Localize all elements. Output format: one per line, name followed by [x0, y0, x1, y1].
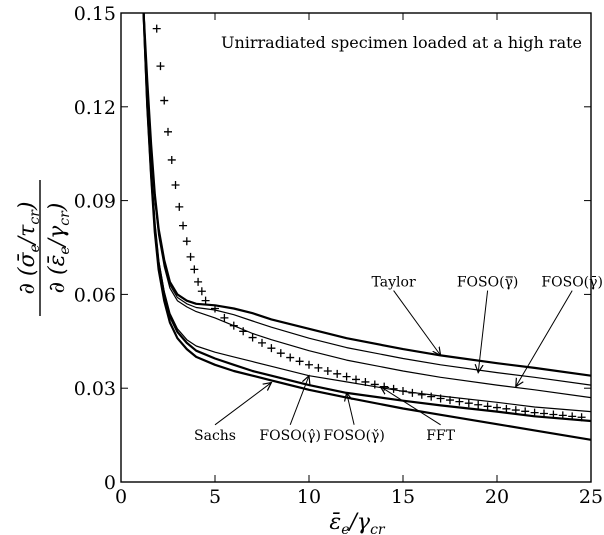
fft-marker: [194, 277, 203, 286]
fft-marker: [239, 327, 248, 336]
fft-marker: [342, 372, 351, 381]
annotation-arrow: [289, 376, 309, 425]
fft-marker: [577, 413, 586, 422]
annotation-label: FOSO(γ̌): [323, 428, 385, 444]
fft-marker: [220, 313, 229, 322]
fft-marker: [286, 353, 295, 362]
fft-marker: [427, 392, 436, 401]
series-line-foso: [142, 12, 592, 423]
annotation-arrow: [516, 290, 573, 387]
series-line-foso: [143, 12, 592, 386]
fft-marker: [408, 388, 417, 397]
fft-marker: [186, 252, 195, 261]
fft-marker: [389, 384, 398, 393]
fft-marker: [549, 410, 558, 419]
y-tick-label: 0.12: [74, 97, 116, 119]
fft-marker: [417, 390, 426, 399]
series-layer: [142, 12, 592, 441]
fft-marker: [333, 369, 342, 378]
fft-marker: [399, 387, 407, 396]
series-line-foso: [143, 12, 592, 399]
fft-marker: [164, 127, 172, 136]
x-axis-label: ε̄e/γcr: [329, 510, 386, 535]
annotation-label: FFT: [426, 428, 455, 444]
annotation-arrow: [214, 383, 271, 426]
fft-marker: [493, 403, 501, 412]
fft-marker: [258, 338, 266, 347]
fft-marker: [540, 409, 548, 418]
chart-title: Unirradiated specimen loaded at a high r…: [221, 33, 582, 52]
fft-marker: [530, 408, 539, 417]
annotations-layer: Taylor FOSO(γ̿) FOSO(γ̄) Sachs FOSO(γ̂) FOSO(…: [194, 275, 603, 444]
fft-marker: [201, 296, 210, 305]
x-tick-label: 10: [297, 486, 321, 508]
fft-marker: [156, 62, 165, 71]
fft-marker: [352, 375, 360, 384]
annotation-arrow: [393, 290, 441, 356]
fft-marker: [455, 397, 464, 406]
annotation-label: FOSO(γ̿): [457, 275, 519, 291]
fft-marker: [175, 202, 184, 211]
fft-marker: [160, 96, 169, 105]
fft-marker: [483, 402, 492, 411]
y-tick-label: 0.03: [74, 378, 116, 400]
fft-marker: [474, 400, 483, 409]
ticks-layer: 0 5 10 15 20 25 0 0.03 0.06 0.09 0.12 0.15: [74, 3, 603, 508]
series-line-taylor: [142, 12, 592, 377]
annotation-arrow: [478, 290, 489, 373]
fft-marker: [276, 349, 285, 358]
fft-marker: [182, 237, 191, 246]
fft-marker: [295, 357, 304, 366]
svg-text:∂ (ε̄e/γcr): ∂ (ε̄e/γcr): [45, 203, 73, 294]
fft-marker: [167, 155, 176, 164]
x-tick-label: 0: [115, 486, 127, 508]
y-axis-label: ∂ (σ̄e/τcr) ∂ (ε̄e/γcr): [15, 180, 73, 316]
x-tick-label: 15: [391, 486, 415, 508]
y-tick-label: 0: [104, 472, 116, 494]
fft-marker: [305, 360, 313, 369]
fft-marker: [197, 287, 206, 296]
fft-marker: [211, 304, 219, 313]
annotation-label: FOSO(γ̂): [259, 428, 321, 444]
annotation-arrow: [380, 387, 441, 426]
fft-marker: [229, 321, 238, 330]
series-fft: [152, 24, 586, 422]
fft-marker: [267, 344, 276, 353]
plot-frame: [120, 12, 592, 483]
fft-marker: [171, 180, 180, 189]
fft-marker: [446, 396, 454, 405]
y-tick-label: 0.15: [74, 3, 116, 25]
fft-marker: [464, 399, 473, 408]
fft-marker: [314, 363, 323, 372]
fft-marker: [568, 412, 577, 421]
x-tick-label: 25: [579, 486, 603, 508]
fft-marker: [502, 404, 511, 413]
fft-marker: [190, 265, 199, 274]
fft-marker: [323, 367, 332, 376]
fft-marker: [152, 24, 161, 33]
fft-marker: [521, 407, 530, 416]
fft-marker: [361, 377, 370, 386]
x-tick-label: 5: [209, 486, 221, 508]
y-tick-label: 0.06: [74, 284, 116, 306]
annotation-label: Taylor: [372, 275, 416, 291]
annotation-label: Sachs: [194, 428, 236, 444]
fft-marker: [558, 411, 567, 420]
fft-marker: [370, 380, 379, 389]
fft-marker: [511, 406, 520, 415]
svg-text:∂ (σ̄e/τcr): ∂ (σ̄e/τcr): [15, 201, 43, 294]
y-tick-label: 0.09: [74, 191, 116, 213]
x-tick-label: 20: [485, 486, 509, 508]
annotation-arrow: [347, 393, 355, 425]
fft-marker: [179, 221, 188, 230]
fft-marker: [248, 333, 257, 342]
fft-marker: [436, 394, 445, 403]
annotation-label: FOSO(γ̄): [541, 275, 603, 291]
